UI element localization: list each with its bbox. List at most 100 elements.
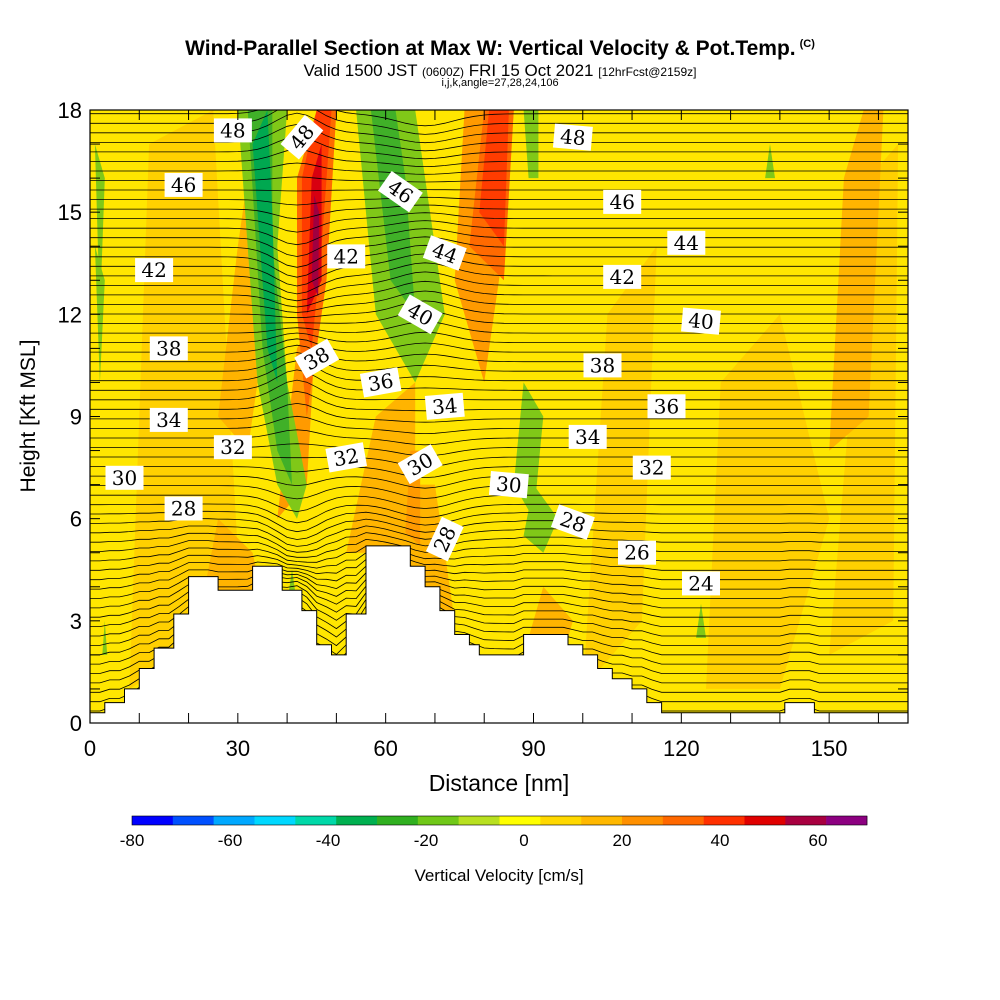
colorbar-swatch xyxy=(132,816,174,825)
contour-label-text: 34 xyxy=(431,393,458,419)
y-tick-label: 0 xyxy=(70,711,82,736)
title-text: Wind-Parallel Section at Max W: Vertical… xyxy=(185,37,796,60)
contour-label-box xyxy=(425,516,464,562)
contour-label-text: 48 xyxy=(559,124,586,150)
contour-label-box xyxy=(149,336,188,361)
contour-label: 32 xyxy=(325,442,367,473)
contour-label-box xyxy=(682,571,720,596)
contour-label-box xyxy=(647,394,686,419)
colorbar-tick-label: 40 xyxy=(711,831,730,850)
contour-label-text: 42 xyxy=(609,265,634,289)
theta-contour-line xyxy=(90,300,908,319)
theta-contour-line xyxy=(90,262,908,295)
contour-label-text: 34 xyxy=(156,408,181,432)
contour-label-box xyxy=(552,123,593,151)
contour-label-text: 24 xyxy=(688,571,713,595)
contour-label: 48 xyxy=(213,118,252,143)
velocity-region xyxy=(829,110,884,451)
velocity-region xyxy=(94,144,105,315)
theta-contour-line xyxy=(90,321,908,334)
terrain xyxy=(89,545,909,724)
theta-contour-line xyxy=(90,352,908,372)
contour-label: 34 xyxy=(424,392,465,420)
contour-label-box xyxy=(681,307,721,335)
contour-label-text: 28 xyxy=(171,497,196,521)
theta-contour-line xyxy=(90,466,908,479)
contour-label-box xyxy=(568,424,607,449)
contour-label-box xyxy=(397,444,443,485)
contour-label-text: 38 xyxy=(156,336,181,360)
theta-contour-line xyxy=(90,338,908,353)
colorbar-swatch xyxy=(540,816,582,825)
colorbar-swatch xyxy=(336,816,378,825)
contour-label: 46 xyxy=(164,172,203,197)
contour-label-box xyxy=(359,367,402,398)
contour-label-text: 26 xyxy=(624,541,649,565)
contour-label-box xyxy=(583,353,622,378)
theta-contour-line xyxy=(90,253,908,287)
colorbar-swatch xyxy=(213,816,255,825)
valid-utc: (0600Z) xyxy=(422,65,465,79)
colorbar-frame xyxy=(131,815,868,826)
theta-contour-line xyxy=(90,415,908,435)
theta-contour-line xyxy=(90,331,908,343)
theta-contour-line xyxy=(90,518,908,540)
contour-label-text: 32 xyxy=(332,443,361,471)
theta-contour-line xyxy=(90,503,908,524)
contour-label: 32 xyxy=(632,455,671,480)
contour-label: 24 xyxy=(682,571,720,596)
x-tick-label: 30 xyxy=(226,736,250,761)
theta-contour-line xyxy=(90,280,908,308)
theta-contour-line xyxy=(90,379,908,401)
theta-contour-line xyxy=(90,565,908,590)
x-tick-label: 60 xyxy=(373,736,397,761)
theta-contour-line xyxy=(90,228,908,257)
theta-contour-line xyxy=(90,310,908,324)
velocity-region xyxy=(479,110,509,247)
theta-contour-line xyxy=(90,552,908,571)
contour-label-text: 44 xyxy=(674,231,699,255)
theta-contour-line xyxy=(90,369,908,391)
x-tick-label: 120 xyxy=(663,736,700,761)
theta-contour-line xyxy=(90,290,908,313)
contour-label-text: 34 xyxy=(575,425,600,449)
contour-label: 46 xyxy=(603,189,642,214)
y-tick-label: 9 xyxy=(70,405,82,430)
velocity-region xyxy=(346,382,416,553)
theta-contour-line xyxy=(90,212,908,233)
contour-label-box xyxy=(164,172,203,197)
contour-label-box xyxy=(550,504,595,540)
y-tick-label: 12 xyxy=(58,302,82,327)
theta-contour-line xyxy=(90,525,908,547)
theta-contour-line xyxy=(90,571,908,599)
x-tick-label: 150 xyxy=(811,736,848,761)
velocity-region xyxy=(582,246,657,689)
chart-subtitle: Valid 1500 JST (0600Z) FRI 15 Oct 2021 [… xyxy=(0,61,1000,81)
contour-label-box xyxy=(424,392,465,420)
contour-label-box xyxy=(377,170,423,213)
x-tick-label: 0 xyxy=(84,736,96,761)
colorbar-swatch xyxy=(377,816,419,825)
theta-contour-line xyxy=(90,532,908,553)
contour-label-box xyxy=(149,407,188,432)
contour-label-box xyxy=(164,496,203,521)
theta-contour-line xyxy=(90,136,908,160)
colorbar-tick-label: 60 xyxy=(809,831,828,850)
contour-label: 32 xyxy=(213,435,252,460)
colorbar-tick-label: -80 xyxy=(120,831,145,850)
contour-label-box xyxy=(603,264,642,289)
contour-label-text: 32 xyxy=(220,435,245,459)
theta-contour-line xyxy=(90,271,908,302)
colorbar-swatch xyxy=(662,816,704,825)
theta-contour-line xyxy=(90,110,908,127)
contour-label: 42 xyxy=(603,264,642,289)
colorbar-swatch xyxy=(622,816,664,825)
theta-contour-line xyxy=(90,344,908,363)
y-axis-label: Height [Kft MSL] xyxy=(17,340,40,493)
theta-contour-line xyxy=(90,149,908,168)
contour-label: 48 xyxy=(552,123,593,151)
theta-contour-line xyxy=(90,559,908,581)
colorbar-swatch xyxy=(703,816,745,825)
